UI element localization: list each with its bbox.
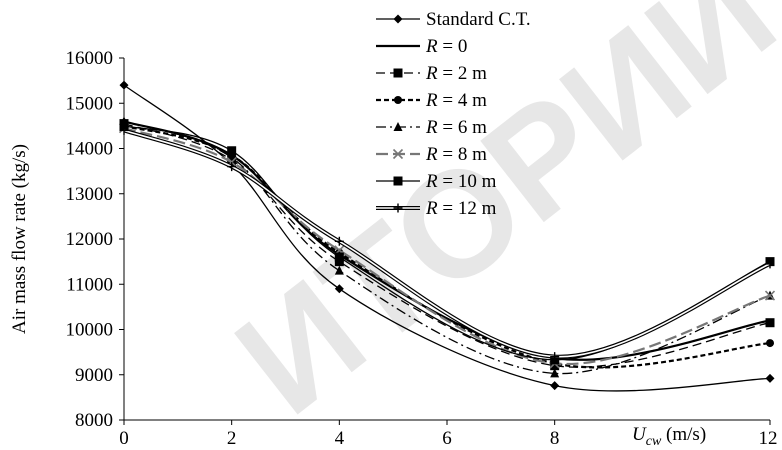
y-tick-label: 9000 <box>75 365 113 386</box>
watermark: ИТОРИИ <box>206 0 782 446</box>
y-tick-label: 14000 <box>66 139 114 160</box>
legend-label: R = 2 m <box>425 63 487 84</box>
y-tick-label: 12000 <box>66 229 114 250</box>
x-tick-label: 12 <box>759 428 778 449</box>
x-tick-label: 8 <box>550 428 560 449</box>
legend-label: R = 6 m <box>425 117 487 138</box>
series-group <box>118 80 776 392</box>
y-tick-labels: 8000 9000 10000 11000 12000 13000 14000 15000 16… <box>66 48 124 431</box>
legend: Standard C.T. R = 0 R = 2 m R = 4 m R = 6 m R… <box>376 9 531 219</box>
triangle-marker <box>393 122 403 131</box>
square-marker <box>227 146 237 156</box>
x-marker <box>392 148 404 160</box>
x-tick-label: 2 <box>227 428 237 449</box>
triangle-marker <box>550 368 560 378</box>
square-marker <box>765 318 775 328</box>
square-marker <box>334 252 344 262</box>
diamond-marker <box>334 284 344 294</box>
x-marker <box>764 290 776 301</box>
y-tick-label: 13000 <box>66 184 114 205</box>
x-tick-label: 6 <box>442 428 452 449</box>
y-tick-label: 10000 <box>66 320 114 341</box>
plus-marker <box>393 203 403 213</box>
legend-label: R = 4 m <box>425 90 487 111</box>
legend-item-0: Standard C.T. <box>376 9 531 30</box>
plus-marker <box>550 352 560 362</box>
plus-marker <box>227 162 237 172</box>
legend-label: R = 10 m <box>425 171 497 192</box>
x-tick-labels: 0 2 4 6 8 12 <box>119 420 778 449</box>
plus-marker <box>334 236 344 246</box>
plus-marker <box>765 259 775 269</box>
square-marker <box>393 68 403 78</box>
series-line <box>123 127 771 366</box>
legend-item-7: R = 12 m <box>376 198 497 219</box>
x-axis-label: Ucw (m/s) <box>632 424 706 449</box>
legend-label: R = 0 <box>425 36 467 57</box>
legend-label: R = 12 m <box>425 198 497 219</box>
y-tick-label: 8000 <box>75 410 113 431</box>
y-tick-label: 15000 <box>66 93 114 114</box>
y-tick-label: 11000 <box>66 274 113 295</box>
square-marker <box>334 257 344 267</box>
series-line-inner <box>123 129 771 358</box>
triangle-marker <box>334 265 344 275</box>
series-line <box>123 124 771 369</box>
legend-item-1: R = 0 <box>376 36 467 57</box>
legend-item-2: R = 2 m <box>376 63 487 84</box>
diamond-marker <box>550 381 560 391</box>
square-marker <box>119 121 129 131</box>
series-1 <box>123 120 771 361</box>
legend-item-4: R = 6 m <box>376 117 487 138</box>
circle-marker <box>394 96 402 104</box>
diamond-marker <box>393 14 403 24</box>
series-line <box>123 122 771 368</box>
diamond-marker <box>119 80 129 90</box>
watermark-glyphs: ИТОРИИ <box>206 0 782 446</box>
circle-marker <box>766 339 774 348</box>
x-tick-label: 4 <box>335 428 345 449</box>
legend-item-6: R = 10 m <box>376 171 497 192</box>
y-axis-label: Air mass flow rate (kg/s) <box>9 144 30 334</box>
x-tick-label: 0 <box>119 428 129 449</box>
legend-item-3: R = 4 m <box>376 90 487 111</box>
legend-label: R = 8 m <box>425 144 487 165</box>
y-tick-label: 16000 <box>66 48 114 69</box>
series-7 <box>119 125 775 362</box>
legend-item-5: R = 8 m <box>376 144 487 165</box>
plus-marker <box>119 125 129 135</box>
diamond-marker <box>765 373 775 383</box>
square-marker <box>393 176 403 186</box>
series-line <box>123 120 771 361</box>
legend-label: Standard C.T. <box>426 9 531 30</box>
